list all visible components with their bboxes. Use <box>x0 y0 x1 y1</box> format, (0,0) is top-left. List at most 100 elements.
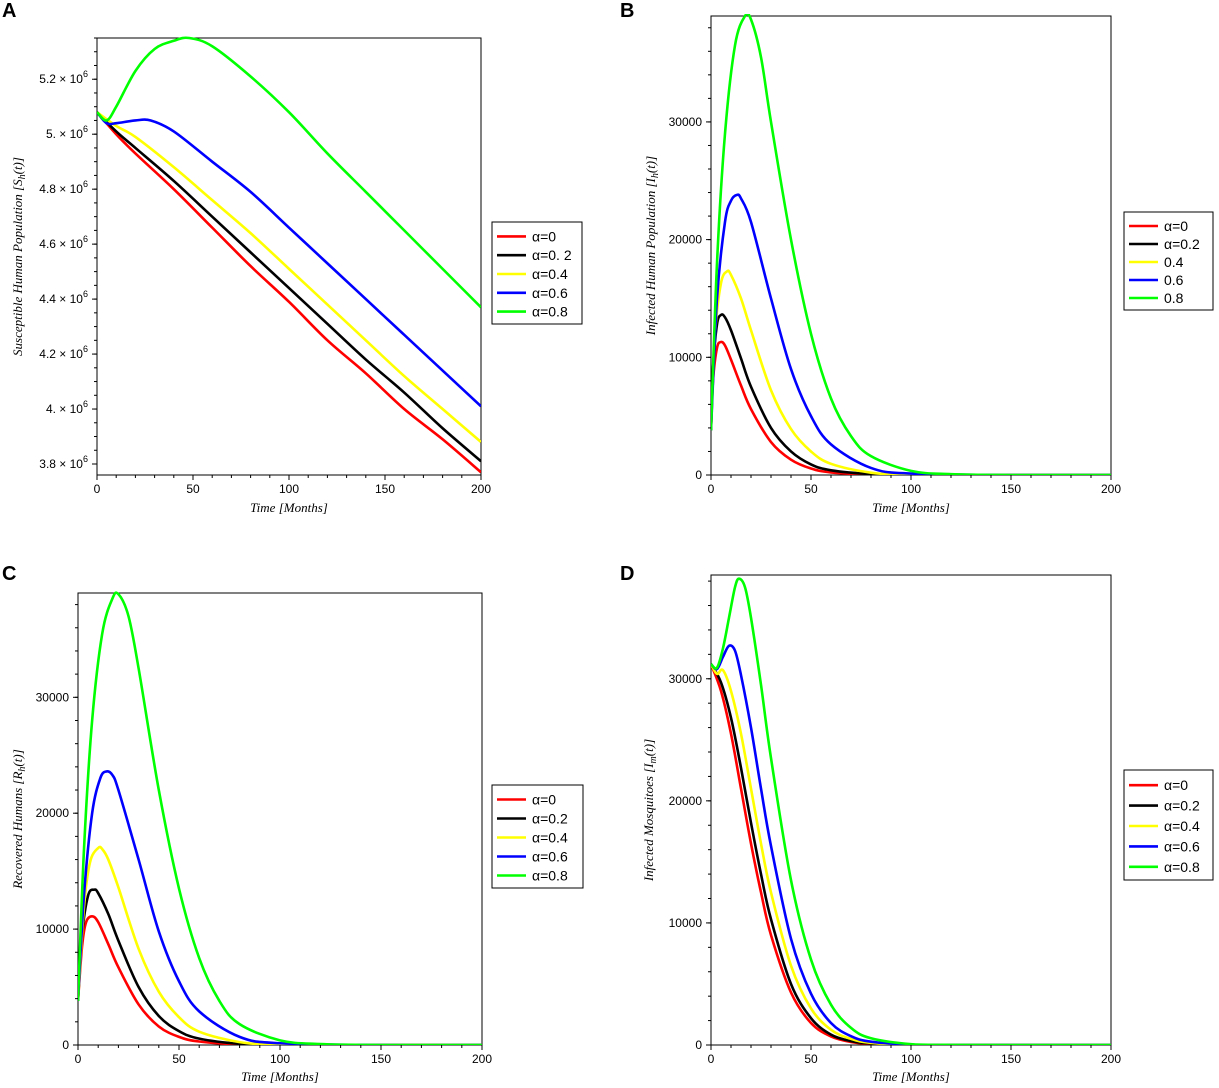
y-axis-label: Recovered Humans [Rh(t)] <box>10 749 28 890</box>
y-tick-label: 4. × 106 <box>46 399 88 416</box>
legend-label: α=0.8 <box>532 304 568 320</box>
series-line-0 <box>711 340 1111 475</box>
y-axis-argument: (t)] <box>641 739 656 756</box>
y-tick-label: 0 <box>695 468 702 482</box>
y-axis-argument: (t)] <box>643 156 658 173</box>
x-tick-label: 0 <box>94 482 101 496</box>
series-line-3 <box>78 770 482 1045</box>
y-axis-label: Susceptible Human Population [Sh(t)] <box>10 157 28 356</box>
series-line-2 <box>711 663 1111 1045</box>
series-line-2 <box>78 845 482 1045</box>
y-axis-symbol: R <box>10 772 25 781</box>
y-tick-label: 4.8 × 106 <box>39 179 88 196</box>
legend-label: 0.6 <box>1164 272 1184 288</box>
panel-letter: D <box>620 563 634 585</box>
y-tick-label: 5.2 × 106 <box>39 69 88 86</box>
x-tick-label: 100 <box>901 1052 921 1066</box>
y-tick-label: 30000 <box>36 690 70 704</box>
y-axis-argument: (t)] <box>10 749 25 766</box>
panel-d: D 0 50 100 150 200 0 10000 20000 30000 Time [Month… <box>620 563 1214 1084</box>
y-tick-label: 0 <box>62 1038 69 1052</box>
legend-label: 0.4 <box>1164 254 1184 270</box>
x-axis-unit: Months <box>274 1069 314 1084</box>
series-line-1 <box>711 313 1111 475</box>
y-tick-label: 0 <box>695 1038 702 1052</box>
y-tick-exponent: 6 <box>83 344 88 354</box>
x-tick-label: 100 <box>270 1052 290 1066</box>
x-tick-label: 50 <box>186 482 200 496</box>
y-tick-exponent: 6 <box>83 454 88 464</box>
panel-letter: C <box>2 563 16 585</box>
legend-label: α=0.2 <box>532 811 568 827</box>
y-axis-label: Infected Human Population [Ih(t)] <box>643 156 661 336</box>
y-axis-subscript: h <box>17 174 28 179</box>
y-tick-exponent: 6 <box>83 124 88 134</box>
panel-a: A 0 50 100 150 200 3.8 × 106 4. × 106 4.2 × 106 4… <box>2 0 583 515</box>
legend-label: α=0 <box>532 792 556 808</box>
x-tick-label: 50 <box>804 1052 818 1066</box>
legend-label: α=0 <box>1164 218 1188 234</box>
y-tick-exponent: 6 <box>83 179 88 189</box>
x-tick-label: 150 <box>371 1052 391 1066</box>
x-tick-label: 150 <box>375 482 395 496</box>
x-tick-label: 0 <box>708 482 715 496</box>
x-tick-label: 0 <box>708 1052 715 1066</box>
legend-label: α=0.2 <box>1164 236 1200 252</box>
x-tick-label: 200 <box>471 482 491 496</box>
series-line-4 <box>711 577 1111 1045</box>
x-tick-label: 50 <box>804 482 818 496</box>
y-axis-subscript: h <box>17 767 28 772</box>
y-tick-label: 10000 <box>36 922 70 936</box>
legend-label: 0.8 <box>1164 290 1184 306</box>
panel-c: C 0 50 100 150 200 0 10000 20000 30000 Time [Month… <box>2 563 584 1084</box>
panel-letter: A <box>2 0 16 22</box>
legend: α=0 α=0.2 α=0.4 α=0.6 α=0.8 <box>1123 769 1214 881</box>
series-line-0 <box>78 915 482 1045</box>
legend-label: α=0.4 <box>532 830 568 846</box>
x-tick-label: 150 <box>1001 482 1021 496</box>
y-tick-label: 30000 <box>669 672 703 686</box>
legend-label: α=0.4 <box>1164 818 1200 834</box>
legend-label: α=0.6 <box>532 285 568 301</box>
y-tick-label: 10000 <box>669 350 703 364</box>
legend-label: α=0.6 <box>1164 838 1200 854</box>
x-tick-label: 0 <box>75 1052 82 1066</box>
legend-label: α=0 <box>1164 777 1188 793</box>
y-axis-symbol: I <box>643 177 658 183</box>
legend-label: α=0.6 <box>532 849 568 865</box>
legend: α=0 α=0.2 α=0.4 α=0.6 α=0.8 <box>491 784 584 889</box>
x-tick-label: 200 <box>472 1052 492 1066</box>
series-line-4 <box>97 36 481 309</box>
y-axis-argument: (t)] <box>10 157 25 174</box>
y-axis-label: Infected Mosquitoes [Im(t)] <box>641 739 659 882</box>
legend: α=0 α=0.2 0.4 0.6 0.8 <box>1123 211 1214 311</box>
legend-label: α=0.2 <box>1164 798 1200 814</box>
y-tick-exponent: 6 <box>83 69 88 79</box>
x-tick-label: 100 <box>901 482 921 496</box>
series-line-0 <box>711 663 1111 1045</box>
y-tick-label: 10000 <box>669 916 703 930</box>
series-line-3 <box>711 193 1111 475</box>
y-tick-label: 30000 <box>669 115 703 129</box>
x-tick-label: 50 <box>172 1052 186 1066</box>
panel-letter: B <box>620 0 634 22</box>
y-tick-exponent: 6 <box>83 234 88 244</box>
series-line-3 <box>711 644 1111 1045</box>
x-tick-label: 200 <box>1101 1052 1121 1066</box>
y-tick-label: 5. × 106 <box>46 124 88 141</box>
y-axis-symbol: I <box>641 763 656 769</box>
series-line-4 <box>78 591 482 1045</box>
plot-frame <box>710 574 1112 1046</box>
y-axis-subscript: m <box>648 756 659 763</box>
x-axis-label: Time [Months] <box>872 500 950 515</box>
legend: α=0 α=0. 2 α=0.4 α=0.6 α=0.8 <box>491 221 583 325</box>
y-axis-symbol: S <box>10 179 25 186</box>
y-tick-exponent: 6 <box>83 289 88 299</box>
series-line-0 <box>97 111 481 474</box>
y-tick-exponent: 6 <box>83 399 88 409</box>
x-tick-label: 200 <box>1101 482 1121 496</box>
series-line-1 <box>78 888 482 1045</box>
series-line-1 <box>97 111 481 463</box>
x-tick-label: 150 <box>1001 1052 1021 1066</box>
x-axis-unit: Months <box>905 1069 945 1084</box>
